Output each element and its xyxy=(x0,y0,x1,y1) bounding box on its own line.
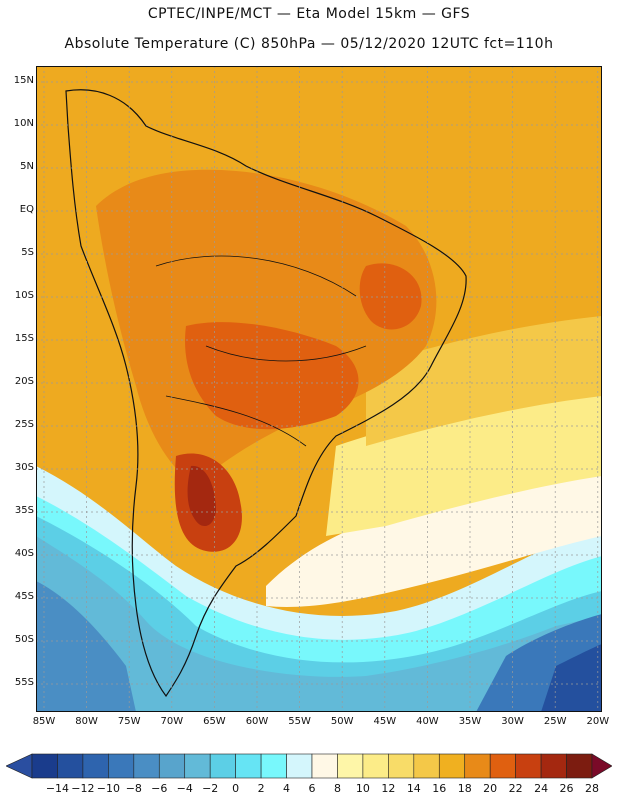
lon-label: 45W xyxy=(373,716,397,727)
colorbar-label: −10 xyxy=(96,782,120,795)
colorbar-label: 28 xyxy=(585,782,599,795)
colorbar-label: −2 xyxy=(202,782,219,795)
colorbar-cell xyxy=(566,753,593,779)
lat-label: 50S xyxy=(14,634,34,645)
lon-label: 50W xyxy=(330,716,354,727)
colorbar-label: −14 xyxy=(45,782,70,795)
lon-label: 20W xyxy=(586,716,610,727)
lon-label: 80W xyxy=(75,716,98,727)
colorbar-label: 14 xyxy=(406,782,421,795)
colorbar-cell xyxy=(337,753,364,779)
colorbar-label: 10 xyxy=(355,782,370,795)
map-gridlines xyxy=(36,66,602,712)
lon-label: 65W xyxy=(203,716,226,727)
colorbar-cell xyxy=(158,753,186,779)
continent-outline xyxy=(65,89,467,698)
lon-label: 60W xyxy=(245,716,269,727)
hot-northeast xyxy=(359,263,422,330)
colorbar-cell xyxy=(209,753,236,779)
colorbar-label: −8 xyxy=(125,782,142,795)
colorbar-label: 2 xyxy=(257,782,265,795)
colorbar-cell xyxy=(311,753,338,779)
colorbar-label: −6 xyxy=(151,782,168,795)
lat-label: 45S xyxy=(14,591,34,602)
colorbar-label: 22 xyxy=(508,782,523,795)
hottest-core xyxy=(187,465,216,527)
colorbar-cell xyxy=(31,753,58,779)
colorbar-cell xyxy=(438,753,466,779)
lat-label: 35S xyxy=(14,505,34,516)
lon-label: 40W xyxy=(416,716,439,727)
colorbar-label: −12 xyxy=(71,782,95,795)
colorbar-label: 6 xyxy=(308,782,316,795)
lat-label: 10S xyxy=(14,290,34,301)
colorbar-label: 20 xyxy=(483,782,498,795)
colorbar-cell xyxy=(260,753,287,779)
colorbar-cell xyxy=(57,753,84,779)
colorbar-cell xyxy=(108,753,135,779)
colorbar-label: 0 xyxy=(232,782,240,795)
lon-label: 55W xyxy=(288,716,311,727)
pale-atlantic-band xyxy=(266,461,602,607)
hot-interior xyxy=(185,322,359,430)
lat-label: EQ xyxy=(19,204,34,215)
lat-label: 30S xyxy=(14,462,34,473)
colorbar-cell xyxy=(515,753,542,779)
colorbar-min-arrow xyxy=(6,753,33,779)
colorbar-cells xyxy=(6,753,612,779)
colorbar-cell xyxy=(82,753,109,779)
colorbar-cell xyxy=(184,753,211,779)
colorbar-label: 16 xyxy=(432,782,447,795)
title-line-2: Absolute Temperature (C) 850hPa — 05/12/… xyxy=(64,36,554,52)
lon-label: 35W xyxy=(458,716,482,727)
map-frame xyxy=(36,66,602,712)
gold-atlantic-band xyxy=(366,316,602,446)
lon-label: 30W xyxy=(501,716,524,727)
lon-label: 85W xyxy=(32,716,56,727)
colorbar-cell xyxy=(235,753,262,779)
colorbar-cell xyxy=(362,753,389,779)
country-borders xyxy=(155,255,367,447)
cold-core-west xyxy=(36,581,136,712)
lat-label: 25S xyxy=(14,419,34,430)
colorbar-label: 18 xyxy=(457,782,472,795)
lon-label: 70W xyxy=(160,716,184,727)
lat-label: 55S xyxy=(14,677,34,688)
colorbar-label: 12 xyxy=(381,782,396,795)
colorbar-cell xyxy=(489,753,516,779)
temperature-map xyxy=(36,66,602,712)
colorbar-label: 4 xyxy=(283,782,291,795)
temperature-colorbar xyxy=(6,753,612,779)
colorbar-label: 8 xyxy=(333,782,341,795)
colorbar-cell xyxy=(286,753,313,779)
colorbar-cell xyxy=(133,753,160,779)
lat-label: 10N xyxy=(13,118,34,129)
coldest-core xyxy=(541,644,602,712)
colorbar-cell xyxy=(413,753,440,779)
colorbar-label: −4 xyxy=(176,782,193,795)
colorbar-cell xyxy=(388,753,415,779)
yellow-atlantic-band xyxy=(326,388,602,536)
lon-label: 75W xyxy=(117,716,141,727)
lat-label: 15S xyxy=(14,333,34,344)
colorbar-label: 26 xyxy=(559,782,574,795)
lat-label: 15N xyxy=(13,75,34,86)
cold-band-0 xyxy=(36,536,602,712)
title-line-1: CPTEC/INPE/MCT — Eta Model 15km — GFS xyxy=(147,6,471,22)
lat-label: 20S xyxy=(14,376,34,387)
colorbar-cell xyxy=(464,753,491,779)
colorbar-cell xyxy=(540,753,567,779)
lat-label: 5S xyxy=(21,247,34,258)
lat-label: 5N xyxy=(20,161,34,172)
lat-label: 40S xyxy=(14,548,34,559)
colorbar-label: 24 xyxy=(534,782,549,795)
lon-label: 25W xyxy=(543,716,567,727)
colorbar-max-arrow xyxy=(591,753,612,779)
